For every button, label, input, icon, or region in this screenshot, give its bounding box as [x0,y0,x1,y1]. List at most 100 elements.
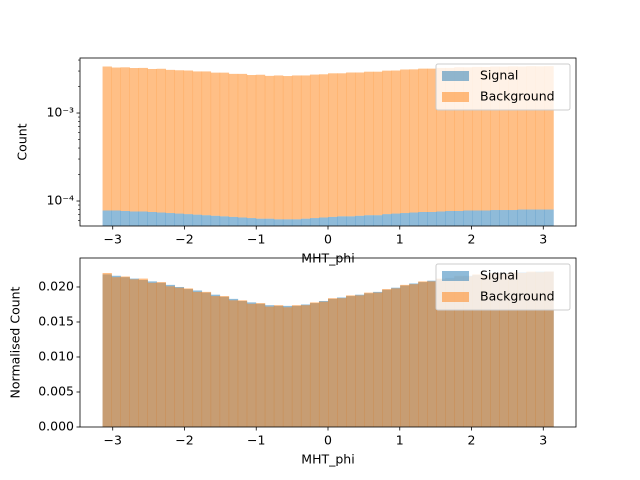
histogram-bar [364,71,374,216]
histogram-bar [318,301,329,427]
histogram-bar [282,219,293,226]
histogram-bar [174,287,185,427]
y-tick-label: 0.015 [38,313,74,328]
histogram-bar [544,209,554,226]
histogram-bar [508,66,518,211]
histogram-bar [138,278,148,427]
histogram-bar [318,217,329,226]
histogram-bar [174,70,185,214]
histogram-bar [463,276,473,427]
histogram-bar [138,211,148,226]
histogram-bar [400,284,410,427]
histogram-bar [346,216,356,226]
y-tick-label: 0.005 [38,383,74,398]
histogram-bar [391,213,401,226]
histogram-bar [246,75,257,219]
histogram-bar [337,216,347,226]
histogram-bar [346,295,356,427]
histogram-bar [237,217,248,226]
x-tick-label: −1 [247,232,265,247]
histogram-bar [210,215,221,226]
histogram-bar [192,71,203,215]
histogram-bar [264,306,275,427]
histogram-bar [544,271,554,427]
histogram-bar [291,305,302,427]
histogram-bar [373,292,383,427]
histogram-bar [165,213,176,226]
x-tick-label: 1 [396,433,404,448]
histogram-bar [183,288,194,427]
histogram-bar [120,67,130,211]
histogram-bar [364,215,374,226]
y-tick-label: 10⁻⁴ [46,193,74,208]
x-tick-label: −2 [175,232,193,247]
histogram-bar [382,289,392,427]
legend-box [435,263,571,311]
histogram-bar [120,210,130,226]
histogram-bar [409,212,419,226]
histogram-bar [237,300,248,427]
histogram-bar [228,73,239,217]
histogram-bar [138,67,148,212]
histogram-bar [409,69,419,213]
legend-label: Signal [480,268,518,283]
x-tick-label: 2 [468,433,476,448]
histogram-bar [210,296,221,427]
histogram-bar [535,272,545,427]
histogram-bar [291,219,302,226]
histogram-bar [391,70,401,214]
histogram-bar [382,214,392,226]
histogram-bar [445,67,455,211]
histogram-bar [246,218,257,226]
histogram-bar [201,71,212,216]
histogram-bar [129,279,139,427]
histogram-bar [490,210,500,226]
histogram-bar [228,300,239,427]
histogram-bar [120,276,130,427]
y-axis-label: Normalised Count [8,286,23,398]
histogram-bar [300,305,311,427]
histogram-bar [400,213,410,226]
histogram-bar [355,72,365,216]
histogram-bar [454,210,464,226]
histogram-bar [201,291,212,427]
histogram-bar [201,215,212,226]
histogram-bar [111,277,121,427]
histogram-bar [526,66,536,210]
histogram-bar [147,212,157,226]
histogram-bar [165,286,176,427]
histogram-bar [219,216,230,226]
histogram-bar [418,68,428,213]
histogram-bar [156,68,166,213]
histogram-bar [102,272,112,427]
histogram-bar [210,72,221,216]
y-axis-label: Count [15,123,30,160]
histogram-bar [309,74,320,219]
histogram-bar [499,273,509,427]
histogram-bar [156,282,166,427]
histogram-bar [427,68,437,213]
histogram-bar [517,209,527,226]
x-tick-label: 2 [468,232,476,247]
histogram-bar [391,288,401,427]
x-tick-label: 0 [324,433,332,448]
histogram-bar [481,210,491,226]
histogram-bar [499,66,509,211]
histogram-bar [291,75,302,220]
y-tick-label: 0.020 [38,278,74,293]
legend-swatch [442,292,469,302]
histogram-bar [147,282,157,427]
histogram-bar [246,303,257,427]
histogram-bar [328,73,338,217]
histogram-bar [508,272,518,427]
histogram-bar [436,67,446,212]
histogram-bar [255,218,266,226]
legend-label: Background [480,289,555,304]
histogram-bar [445,210,455,226]
histogram-bar [337,298,347,427]
histogram-bar [445,278,455,427]
histogram-bar [373,215,383,226]
histogram-bar [382,70,392,215]
histogram-bar [427,212,437,226]
histogram-bar [517,272,527,427]
